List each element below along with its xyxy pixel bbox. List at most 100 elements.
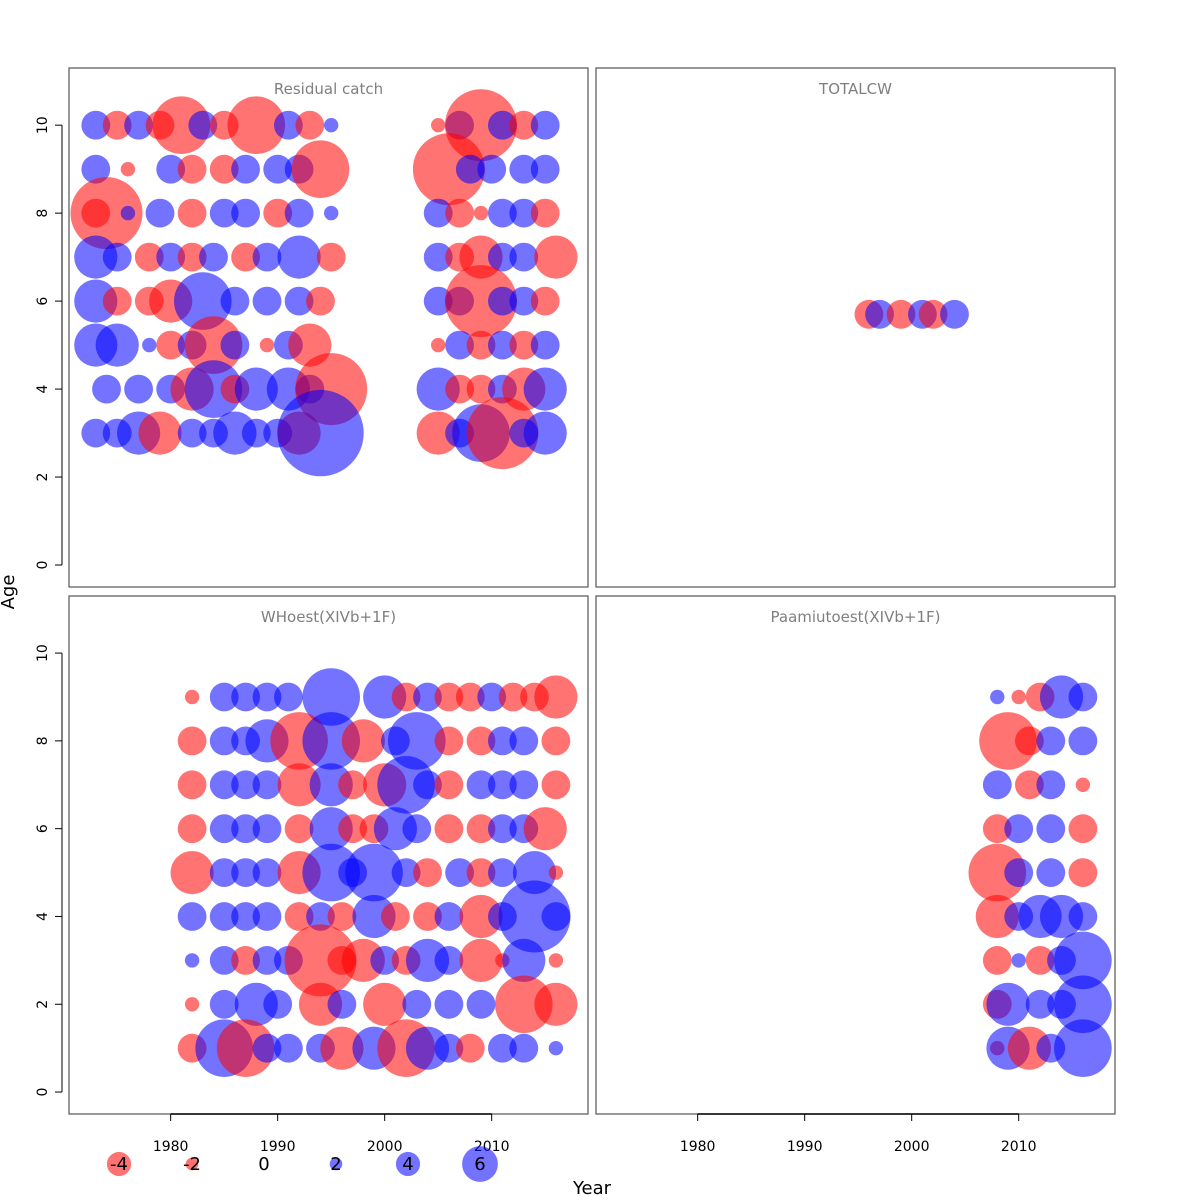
bubble [177,154,207,184]
bubble [1054,931,1112,990]
bubble [434,902,464,931]
bubble [1011,953,1026,968]
bubble [216,1019,275,1077]
bubble [184,953,200,968]
bubble [968,843,1027,902]
bubble [252,286,282,316]
bubble [509,110,539,140]
y-tick-label: 10 [35,116,51,134]
bubble [488,726,517,756]
x-axis-2: 1980 1990 2000 2010 [153,1113,510,1155]
bubble [940,299,969,329]
bubble [477,154,507,184]
bubble [413,858,442,887]
bubble [252,242,282,272]
bubble [466,858,496,887]
bubble [445,198,474,228]
bubble [309,807,353,851]
bubble [234,982,278,1026]
bubble [231,242,260,272]
bubble [277,235,321,279]
bubble [423,198,453,228]
bubble [466,397,539,470]
legend-entry: 2 [329,1154,343,1175]
bubble [177,770,207,800]
bubble [227,96,286,154]
bubble [455,154,485,184]
bubble [1015,770,1044,800]
bubble [284,924,357,997]
bubble [459,938,503,983]
panel-2: WHoest(XIVb+1F) [68,595,589,1115]
bubble [263,198,293,228]
legend-bubble [395,1151,421,1177]
bubble [241,418,271,448]
bubble [152,96,211,154]
bubble [405,938,450,983]
bubble [1075,777,1091,792]
bubble [74,235,118,279]
bubble [177,198,207,228]
bubble [184,689,200,705]
bubble [979,712,1037,770]
bubble [498,880,571,953]
bubble [548,1041,564,1056]
bubble [1068,682,1098,712]
bubble [209,946,239,975]
legend: -4 -2 0 2 4 6 [106,1146,498,1182]
bubble [466,814,496,844]
bubble [530,154,560,184]
panel-frame [68,67,589,588]
bubble [1011,689,1026,705]
legend-label: -2 [183,1154,201,1175]
bubble [338,770,367,800]
bubble [488,858,517,887]
bubble [488,110,517,140]
bubble [445,265,517,338]
bubble [466,726,496,756]
bubble [341,719,385,763]
bubble [886,299,916,329]
bubble [327,989,357,1019]
legend-bubble [106,1151,132,1177]
bubble [373,807,417,851]
bubble [509,330,539,360]
bubble [124,374,153,404]
bubble [488,1033,517,1063]
bubble [220,286,250,316]
bubble [1054,1019,1112,1077]
y-axis-0: 0 2 4 6 8 10 [35,116,63,569]
bubble [509,154,539,184]
bubble [413,770,442,800]
bubble [324,205,339,221]
panel-title: WHoest(XIVb+1F) [261,608,396,626]
legend-label: 2 [330,1154,341,1175]
bubble [199,242,228,272]
bubble [284,198,314,228]
y-tick-label: 2 [35,473,51,482]
bubble [352,894,396,939]
bubble [81,418,111,448]
bubble [231,902,260,931]
bubble [156,154,186,184]
bubble [431,118,446,133]
bubble [459,894,503,939]
y-tick-label: 6 [35,297,51,306]
bubble [488,286,517,316]
x-axis-title: Year [572,1178,612,1199]
bubble [1039,894,1084,939]
bubble [306,902,335,931]
bubble [274,1033,303,1063]
legend-entry: 6 [462,1146,498,1182]
bubble [488,814,517,844]
bubble [412,133,485,206]
bubble [498,682,528,712]
bubble [252,858,282,887]
bubble [1068,902,1098,931]
bubble [259,337,275,353]
x-tick-label: 1980 [153,1139,189,1155]
bubble [530,286,560,316]
bubble [523,367,567,411]
bubble [1036,858,1066,887]
bubble [541,726,571,756]
